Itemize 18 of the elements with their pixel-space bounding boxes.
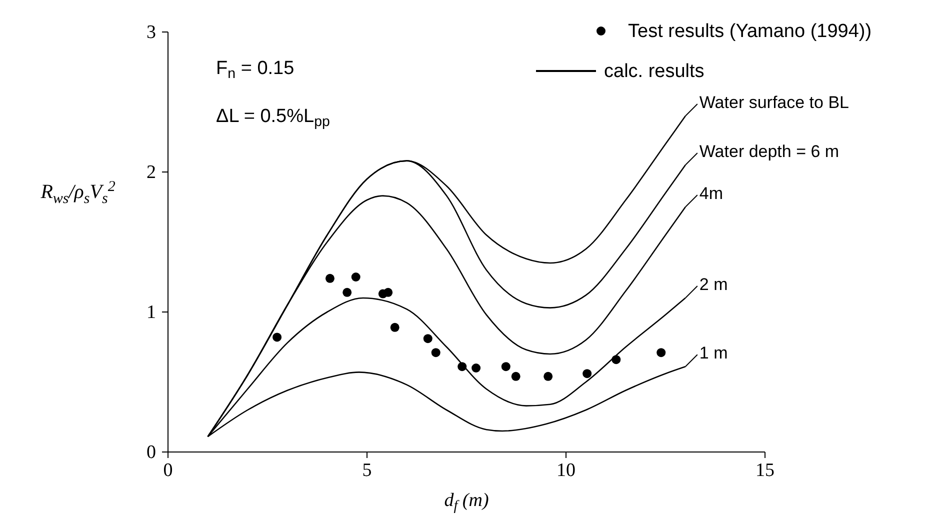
x-tick-label: 0: [163, 460, 173, 481]
annotation: ΔL = 0.5%L$_{pp}$: [216, 106, 330, 130]
annotation: F$_{n}$ = 0.15: [216, 58, 294, 82]
legend-label: 1 m: [699, 344, 728, 363]
y-tick-label: 0: [146, 442, 156, 463]
legend-label: 2 m: [699, 275, 728, 294]
x-tick-label: 15: [756, 460, 774, 481]
y-tick-label: 2: [146, 162, 156, 183]
y-tick-label: 1: [146, 302, 156, 323]
legend-label: Water surface to BL: [699, 93, 850, 112]
x-tick-label: 5: [362, 460, 372, 481]
x-axis-title: d$_{f}$ (m): [444, 490, 489, 514]
x-tick-label: 10: [556, 460, 576, 481]
annotation: calc. results: [604, 61, 704, 82]
legend-label: Test results (Yamano (1994)): [628, 21, 872, 42]
legend-label: 4m: [699, 184, 724, 203]
y-tick-label: 3: [146, 22, 156, 43]
legend-label: Water depth = 6 m: [699, 142, 840, 161]
